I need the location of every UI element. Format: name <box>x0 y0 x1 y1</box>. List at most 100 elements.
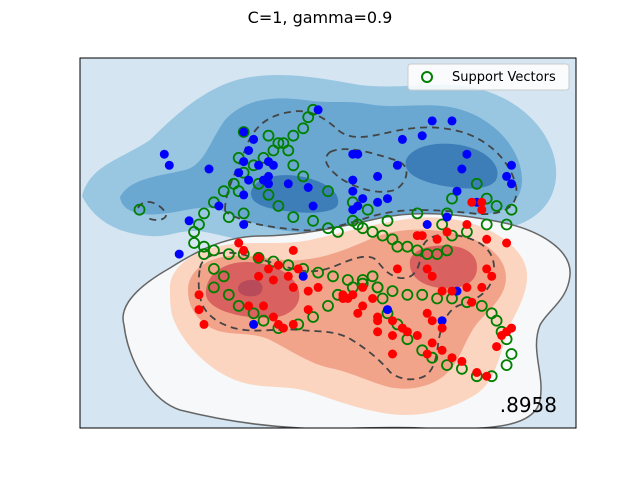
margin-line-red <box>197 233 495 381</box>
class-blue-point <box>298 271 308 281</box>
class-red-point <box>388 316 397 326</box>
support-vector-marker <box>222 211 235 224</box>
class-red-point <box>417 231 427 241</box>
legend-support-vector-marker <box>421 71 433 83</box>
class-blue-point <box>373 197 383 207</box>
support-vector-marker <box>277 137 290 150</box>
class-red-point <box>492 342 502 352</box>
support-vector-marker <box>480 218 493 231</box>
class-red-point <box>313 282 323 292</box>
support-vector-marker <box>371 281 384 294</box>
class-red-point <box>392 264 402 274</box>
class-red-point <box>412 331 422 340</box>
class-red-point <box>303 305 313 315</box>
support-vector-marker <box>287 211 300 224</box>
support-vector-marker <box>193 218 205 231</box>
support-vector-marker <box>302 111 315 124</box>
class-red-point <box>264 264 273 274</box>
class-blue-point <box>507 179 516 189</box>
support-vector-marker <box>188 237 201 249</box>
class-red-point <box>293 264 303 274</box>
class-blue-point <box>204 164 214 174</box>
support-vector-marker <box>441 359 453 372</box>
support-vectors-layer <box>133 103 518 383</box>
support-vector-marker <box>237 126 250 138</box>
class-red-point <box>244 301 254 311</box>
support-vector-marker <box>287 129 300 142</box>
class-red-point <box>427 271 437 281</box>
support-vector-marker <box>217 185 230 198</box>
class-blue-point <box>239 157 249 167</box>
legend: Support Vectors <box>407 63 570 91</box>
support-vector-marker <box>322 185 334 198</box>
class-blue-point <box>447 116 457 126</box>
support-vector-marker <box>331 225 344 238</box>
support-vector-marker <box>257 314 270 327</box>
class-blue-point <box>462 149 472 159</box>
class-blue-point <box>442 212 452 222</box>
class-blue-point <box>373 171 383 181</box>
class-red-point <box>467 297 477 307</box>
support-vector-marker <box>485 307 498 320</box>
chart-title: C=1, gamma=0.9 <box>248 8 393 27</box>
class-blue-point <box>457 164 467 174</box>
support-vector-marker <box>312 266 325 279</box>
class-red-point <box>388 349 397 359</box>
class-red-point <box>388 331 397 340</box>
class-red-point <box>254 253 264 263</box>
support-vector-marker <box>361 203 374 216</box>
axes-frame <box>79 57 577 429</box>
class-blue-point <box>353 149 363 159</box>
support-vector-marker <box>381 214 394 227</box>
class-red-point <box>507 323 516 333</box>
class-red-point <box>482 371 492 381</box>
support-vector-marker <box>401 240 414 253</box>
support-vector-marker <box>222 288 235 301</box>
support-vector-marker <box>227 177 240 190</box>
support-vector-marker <box>490 200 503 212</box>
class-red-point <box>477 197 487 207</box>
support-vector-marker <box>376 292 389 305</box>
class-red-point <box>437 323 447 333</box>
class-blue-point <box>422 220 432 229</box>
support-vector-marker <box>217 270 230 283</box>
data-points-layer <box>159 105 516 381</box>
support-vector-marker <box>366 270 379 283</box>
support-vector-marker <box>505 203 518 216</box>
support-vector-marker <box>133 203 146 216</box>
support-vector-marker <box>322 299 334 312</box>
class-blue-point <box>348 175 358 185</box>
class-blue-point <box>437 316 447 326</box>
class-blue-point <box>244 175 254 185</box>
support-vector-marker <box>198 240 210 253</box>
class-red-point <box>422 308 432 318</box>
class-blue-point <box>184 216 194 226</box>
class-red-point <box>442 227 452 237</box>
class-red-point <box>437 286 447 296</box>
class-blue-point <box>502 171 512 181</box>
class-red-point <box>457 356 467 366</box>
class-blue-point <box>249 319 259 329</box>
class-red-point <box>447 353 457 363</box>
class-blue-point <box>283 179 293 189</box>
class-blue-point <box>164 160 174 170</box>
support-vector-marker <box>262 188 275 201</box>
support-vector-marker <box>198 207 210 220</box>
class-red-point <box>194 290 204 300</box>
support-vector-marker <box>356 222 369 235</box>
class-red-point <box>288 319 298 329</box>
support-vector-marker <box>411 207 424 220</box>
class-red-point <box>477 282 487 292</box>
support-vector-marker <box>262 129 275 142</box>
class-red-point <box>259 301 268 311</box>
class-red-point <box>358 282 368 292</box>
class-blue-point <box>427 116 437 126</box>
class-blue-point <box>239 127 249 137</box>
class-red-point <box>397 323 407 333</box>
support-vector-marker <box>198 248 210 261</box>
class-blue-point <box>383 194 392 204</box>
class-blue-point <box>308 201 318 211</box>
class-red-point <box>462 282 472 292</box>
class-blue-point <box>353 201 363 211</box>
support-vector-marker <box>252 251 265 264</box>
